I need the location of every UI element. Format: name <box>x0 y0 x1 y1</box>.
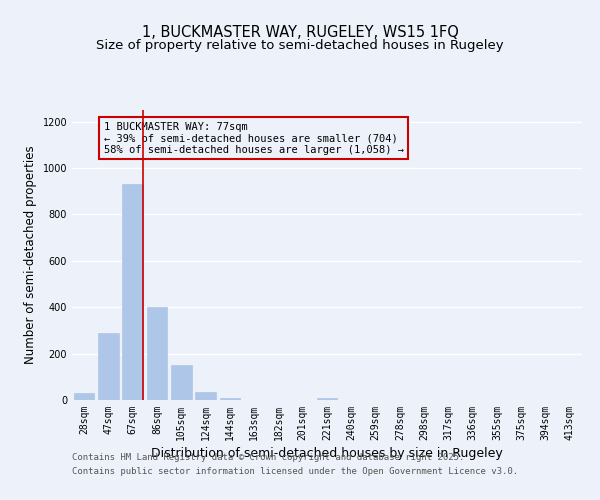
Bar <box>74 393 94 400</box>
Bar <box>122 184 143 400</box>
Text: Contains HM Land Registry data © Crown copyright and database right 2025.: Contains HM Land Registry data © Crown c… <box>72 454 464 462</box>
Text: Contains public sector information licensed under the Open Government Licence v3: Contains public sector information licen… <box>72 467 518 476</box>
Bar <box>317 398 337 400</box>
Bar <box>146 307 167 400</box>
Y-axis label: Number of semi-detached properties: Number of semi-detached properties <box>24 146 37 364</box>
Bar <box>195 392 216 400</box>
Text: 1 BUCKMASTER WAY: 77sqm
← 39% of semi-detached houses are smaller (704)
58% of s: 1 BUCKMASTER WAY: 77sqm ← 39% of semi-de… <box>104 122 404 155</box>
Bar <box>98 332 119 400</box>
Bar <box>171 365 191 400</box>
Text: 1, BUCKMASTER WAY, RUGELEY, WS15 1FQ: 1, BUCKMASTER WAY, RUGELEY, WS15 1FQ <box>142 25 458 40</box>
X-axis label: Distribution of semi-detached houses by size in Rugeley: Distribution of semi-detached houses by … <box>151 447 503 460</box>
Bar <box>220 398 240 400</box>
Text: Size of property relative to semi-detached houses in Rugeley: Size of property relative to semi-detach… <box>96 38 504 52</box>
